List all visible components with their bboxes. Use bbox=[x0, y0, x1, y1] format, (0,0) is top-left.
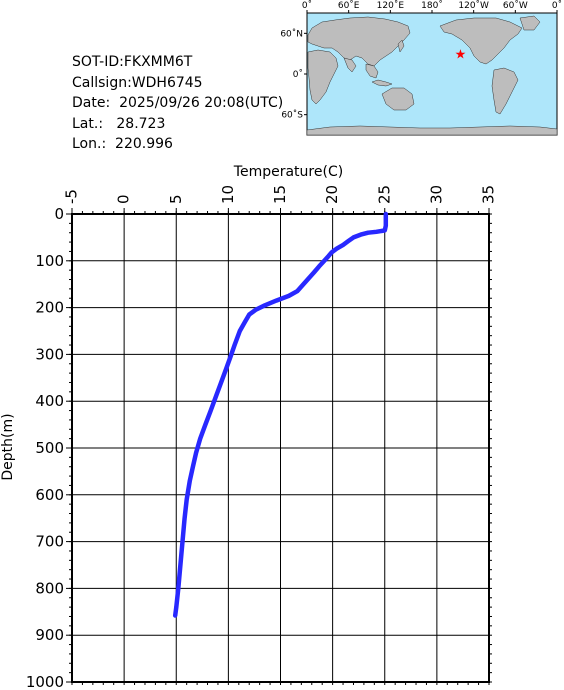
world-map: 0˚ 60˚E 120˚E 180˚ 120˚W 60˚W 0˚ 60˚N 0˚ 60˚S ★ bbox=[280, 0, 562, 136]
x-tick-label: 25 bbox=[375, 185, 393, 204]
y-tick-label: 500 bbox=[35, 439, 64, 457]
longitude-text: Lon.: 220.996 bbox=[72, 136, 173, 152]
sot-id-text: SOT-ID:FKXMM6T bbox=[72, 54, 193, 70]
map-lon-label: 0˚ bbox=[302, 0, 312, 11]
land-africa bbox=[307, 49, 339, 105]
y-axis-title: Depth(m) bbox=[0, 413, 16, 480]
land-south-america bbox=[491, 67, 519, 115]
map-axis-labels: 0˚ 60˚E 120˚E 180˚ 120˚W 60˚W 0˚ 60˚N 0˚ 60˚S bbox=[280, 0, 562, 121]
plot-frame bbox=[71, 213, 490, 683]
y-tick-label: 600 bbox=[35, 486, 64, 504]
y-tick-label: 700 bbox=[35, 533, 64, 551]
x-tick-label: 5 bbox=[167, 194, 185, 204]
y-tick-label: 200 bbox=[35, 299, 64, 317]
callsign-text: Callsign:WDH6745 bbox=[72, 74, 203, 91]
float-info-panel: SOT-ID:FKXMM6T Callsign:WDH6745 Date: 20… bbox=[72, 52, 283, 155]
x-tick-label: 10 bbox=[219, 185, 237, 204]
map-landmasses bbox=[306, 15, 558, 136]
x-axis-title: Temperature(C) bbox=[233, 164, 343, 180]
map-lat-label: 60˚S bbox=[281, 110, 303, 121]
map-frame-ticks bbox=[304, 10, 558, 116]
map-lon-label: 120˚W bbox=[458, 0, 489, 11]
land-greenland bbox=[519, 15, 541, 31]
x-axis-tick-labels: -5 0 5 10 15 20 25 30 35 bbox=[63, 185, 498, 204]
land-south-asia bbox=[343, 57, 379, 79]
y-axis-tick-labels: 0 100 200 300 400 500 600 700 800 900 1000 bbox=[26, 205, 64, 690]
map-lon-label: 60˚W bbox=[503, 0, 528, 11]
date-text: Date: 2025/09/26 20:08(UTC) bbox=[72, 95, 284, 111]
y-tick-label: 300 bbox=[35, 345, 64, 363]
map-lat-label: 60˚N bbox=[280, 28, 303, 39]
land-australia bbox=[381, 87, 415, 111]
map-lon-label: 120˚E bbox=[377, 0, 405, 11]
x-tick-label: 30 bbox=[427, 185, 445, 204]
y-tick-label: 1000 bbox=[26, 673, 64, 690]
x-tick-label: 35 bbox=[480, 185, 498, 204]
land-north-america bbox=[439, 17, 523, 65]
land-japan bbox=[397, 39, 405, 53]
chart-grid bbox=[66, 208, 492, 685]
y-tick-label: 0 bbox=[54, 205, 64, 223]
x-tick-label: 0 bbox=[115, 194, 133, 204]
temperature-profile-series bbox=[172, 211, 389, 618]
land-antarctica bbox=[306, 125, 558, 136]
x-tick-label: -5 bbox=[63, 189, 81, 204]
land-eurasia bbox=[307, 16, 411, 67]
x-tick-label: 20 bbox=[323, 185, 341, 204]
map-lon-label: 60˚E bbox=[338, 0, 360, 11]
map-lat-label: 0˚ bbox=[293, 69, 303, 80]
map-lon-label: 180˚ bbox=[421, 0, 443, 11]
land-indonesia bbox=[371, 79, 393, 87]
y-tick-label: 800 bbox=[35, 579, 64, 597]
map-lon-label: 0˚ bbox=[552, 0, 562, 11]
latitude-text: Lat.: 28.723 bbox=[72, 115, 166, 132]
y-tick-label: 100 bbox=[35, 252, 64, 270]
y-tick-label: 400 bbox=[35, 392, 64, 410]
y-tick-label: 900 bbox=[35, 626, 64, 644]
x-tick-label: 15 bbox=[271, 185, 289, 204]
float-position-star-icon: ★ bbox=[455, 48, 467, 63]
